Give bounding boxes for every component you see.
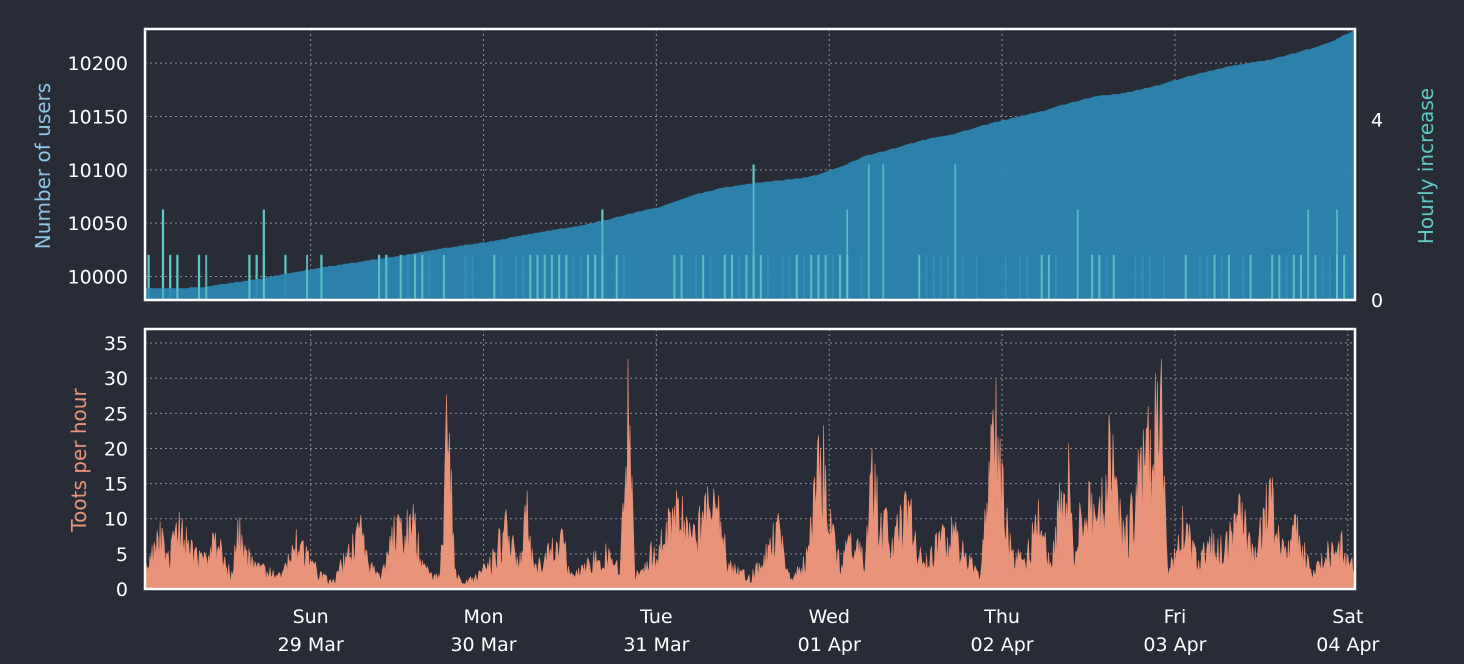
x-tick-date: 29 Mar <box>278 634 344 656</box>
toots-area-path <box>144 358 1356 590</box>
y-tick-label: 30 <box>104 368 128 390</box>
x-tick-day: Wed <box>809 606 850 628</box>
x-tick-day: Sun <box>293 606 329 628</box>
y-tick-label: 15 <box>104 474 128 496</box>
x-tick-day: Tue <box>639 606 672 628</box>
toots-chart-frame <box>143 327 1357 591</box>
y-tick-label: 10200 <box>68 53 128 75</box>
toots-y-ticks: 0 5 10 15 20 25 30 35 <box>104 333 128 601</box>
x-tick-date: 04 Apr <box>1316 634 1379 656</box>
y-tick-label: 25 <box>104 403 128 425</box>
users-chart-frame <box>143 27 1357 302</box>
x-tick-day: Fri <box>1164 606 1187 628</box>
x-tick-date: 30 Mar <box>450 634 516 656</box>
y-tick-label: 10100 <box>68 160 128 182</box>
day-tick-labels: Sun 29 Mar Mon 30 Mar Tue 31 Mar Wed 01 Apr Thu 0… <box>278 606 1380 656</box>
y2-tick-label: 0 <box>1371 290 1383 312</box>
toots-area <box>144 358 1356 590</box>
y2-tick-label: 4 <box>1371 109 1383 131</box>
x-tick-day: Mon <box>463 606 503 628</box>
y-tick-label: 10150 <box>68 106 128 128</box>
x-tick-date: 03 Apr <box>1143 634 1206 656</box>
users-area <box>145 30 1355 300</box>
y-tick-label: 10050 <box>68 213 128 235</box>
users-area-path <box>145 30 1355 300</box>
x-tick-day: Sat <box>1332 606 1363 628</box>
toots-chart: 0 5 10 15 20 25 30 35 Toots per hour Sun 29 Mar M… <box>67 327 1380 656</box>
toots-axis-label: Toots per hour <box>67 388 91 533</box>
x-tick-date: 02 Apr <box>971 634 1034 656</box>
y-tick-label: 35 <box>104 333 128 355</box>
x-tick-day: Thu <box>983 606 1020 628</box>
y-tick-label: 20 <box>104 438 128 460</box>
x-tick-date: 31 Mar <box>623 634 689 656</box>
users-y-ticks: 10000 10050 10100 10150 10200 <box>68 53 128 288</box>
hourly-increase-axis-label: Hourly increase <box>1414 88 1438 244</box>
hourly-y-ticks: 04 <box>1371 109 1383 312</box>
users-axis-label: Number of users <box>31 83 55 249</box>
toots-grid <box>145 329 1355 590</box>
x-tick-date: 01 Apr <box>798 634 861 656</box>
y-tick-label: 10000 <box>68 267 128 289</box>
y-tick-label: 10 <box>104 509 128 531</box>
y-tick-label: 5 <box>116 544 128 566</box>
y-tick-label: 0 <box>116 579 128 601</box>
